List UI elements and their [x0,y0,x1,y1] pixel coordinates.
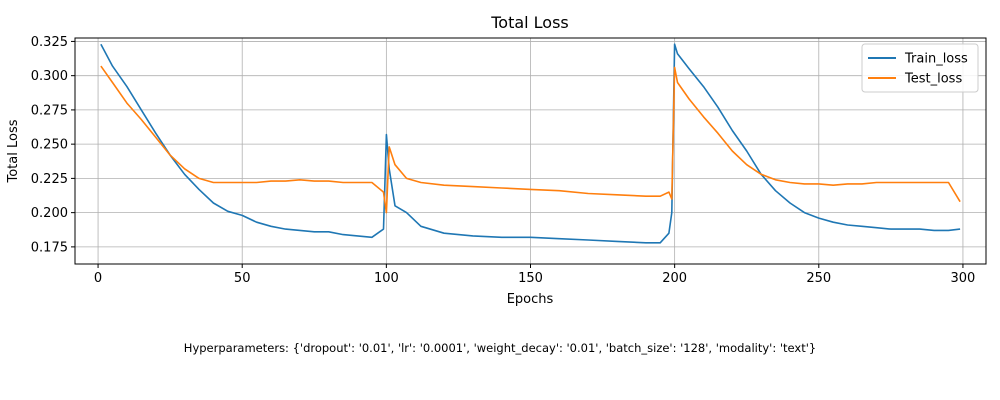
y-tick-label: 0.225 [31,172,68,187]
x-tick-label: 200 [662,271,687,286]
x-axis-ticks: 0 50 100 150 200 250 300 [94,264,975,286]
x-tick-label: 100 [374,271,399,286]
y-tick-label: 0.300 [31,69,68,84]
hyperparameters-text: Hyperparameters: {'dropout': '0.01', 'lr… [183,341,817,355]
x-tick-label: 150 [518,271,543,286]
y-tick-label: 0.250 [31,138,68,153]
y-tick-label: 0.275 [31,103,68,118]
legend: Train_loss Test_loss [861,43,979,93]
grid-lines [75,38,986,264]
chart-title: Total Loss [490,13,569,32]
y-tick-label: 0.325 [31,35,68,50]
x-tick-label: 50 [234,271,251,286]
x-tick-label: 0 [94,271,102,286]
x-tick-label: 250 [806,271,831,286]
series-line-train-loss [100,43,961,244]
x-tick-label: 300 [951,271,976,286]
legend-frame [861,43,979,93]
legend-label-test: Test_loss [904,72,962,87]
y-tick-label: 0.200 [31,206,68,221]
y-axis-label: Total Loss [6,119,21,183]
series-line-test-loss [100,65,961,214]
x-axis-label: Epochs [507,292,554,307]
y-axis-ticks: 0.175 0.200 0.225 0.250 0.275 0.300 0.325 [31,35,75,255]
legend-label-train: Train_loss [904,52,968,67]
series-lines [100,43,961,244]
y-tick-label: 0.175 [31,240,68,255]
